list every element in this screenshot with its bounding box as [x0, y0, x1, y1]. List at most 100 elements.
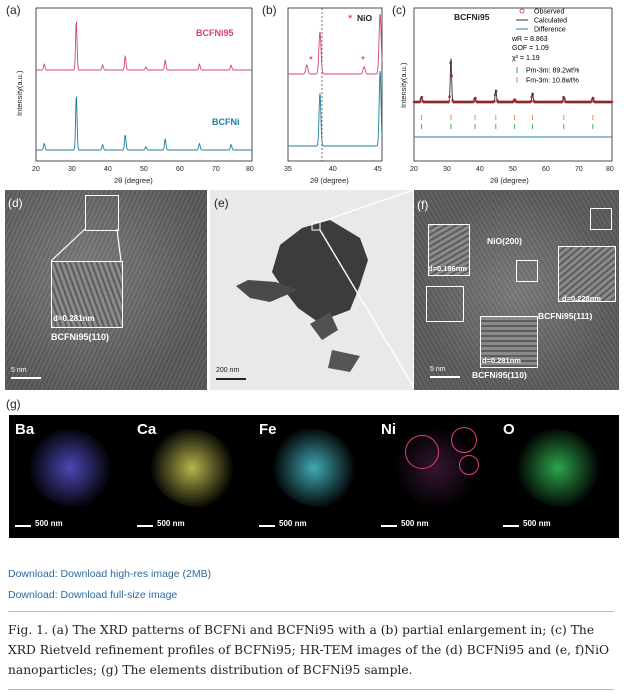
- stat-gof: GOF = 1.09: [512, 45, 549, 52]
- eds-element-label: Ca: [137, 421, 157, 438]
- xtick-a-3: 50: [140, 166, 148, 173]
- ni-particle-circle: [405, 435, 439, 469]
- series-a-bcfni95: [36, 21, 252, 71]
- eds-scale-bar: [259, 525, 275, 527]
- download-full-size-link[interactable]: Download: Download full-size image: [8, 589, 178, 601]
- nio-peak-star-1: *: [309, 55, 313, 66]
- eds-element-label: O: [503, 421, 515, 438]
- panel-label-a: (a): [6, 3, 21, 17]
- xtick-a-6: 80: [246, 166, 254, 173]
- eds-scale-label: 500 nm: [401, 519, 429, 528]
- eds-element-label: Ba: [15, 421, 35, 438]
- xtick-a-1: 30: [68, 166, 76, 173]
- legend-star-icon: *: [348, 13, 353, 25]
- panel-label-f: (f): [417, 198, 429, 212]
- xtick-a-2: 40: [104, 166, 112, 173]
- eds-map-fe: Fe 500 nm: [253, 415, 373, 538]
- panel-label-d: (d): [8, 196, 23, 210]
- series-label-bcfni: BCFNi: [212, 117, 240, 127]
- series-line-bcfni95: [36, 21, 252, 71]
- ni-particle-circle: [451, 427, 477, 453]
- series-b-bcfni: [288, 70, 383, 147]
- plane-d: BCFNi95(110): [51, 332, 110, 342]
- eds-scale-bar: [15, 525, 31, 527]
- eds-scale-label: 500 nm: [35, 519, 63, 528]
- legend-observed: Observed: [534, 9, 564, 16]
- scale-d: 5 nm: [11, 367, 27, 374]
- eds-map-ba: Ba 500 nm: [9, 415, 129, 538]
- legend-nio: NiO: [357, 13, 373, 23]
- phase-pm3m: Pm-3m: 89.2wt%: [526, 68, 579, 75]
- xtick-c-0: 20: [410, 166, 418, 173]
- xtick-c-5: 70: [575, 166, 583, 173]
- xtick-a-0: 20: [32, 166, 40, 173]
- eds-scale-bar: [503, 525, 519, 527]
- bragg-tick-marks: [421, 115, 594, 129]
- legend-observed-marker: [519, 8, 525, 14]
- series-b-line-1: [288, 13, 383, 75]
- eds-scale-label: 500 nm: [157, 519, 185, 528]
- eds-map-ni: Ni 500 nm: [375, 415, 495, 538]
- scale-bar-d: [11, 377, 41, 379]
- xrd-chart-c: Intensity(a.u.) BCFNi95 Observed Calcula…: [399, 7, 614, 185]
- eds-scale-bar: [381, 525, 397, 527]
- zoom-box-small: [85, 195, 119, 231]
- figure-caption: Fig. 1. (a) The XRD patterns of BCFNi an…: [8, 623, 610, 677]
- ylabel-a: Intensity(a.u.): [15, 70, 24, 116]
- xtick-c-6: 80: [606, 166, 614, 173]
- xtick-c-3: 50: [509, 166, 517, 173]
- eds-scale-bar: [137, 525, 153, 527]
- inset-nio: [428, 224, 470, 276]
- zoom-inset-d: [51, 261, 123, 328]
- xtick-c-2: 40: [476, 166, 484, 173]
- title-c: BCFNi95: [454, 12, 490, 22]
- xtick-c-1: 30: [443, 166, 451, 173]
- series-a-bcfni: [36, 96, 252, 151]
- scale-bar-f: [430, 376, 460, 378]
- series-b-bcfni95: [288, 13, 383, 75]
- scale-e: 200 nm: [216, 367, 240, 374]
- inset-110: [480, 316, 538, 368]
- panel-label-c: (c): [392, 3, 406, 17]
- scale-f: 5 nm: [430, 366, 446, 373]
- eds-scale-label: 500 nm: [523, 519, 551, 528]
- label-nio200: NiO(200): [487, 236, 522, 246]
- xtick-c-4: 60: [542, 166, 550, 173]
- xlabel-a: 2θ (degree): [114, 176, 153, 185]
- eds-element-label: Ni: [381, 421, 396, 438]
- phase-fm3m: Fm-3m: 10.8wt%: [526, 78, 579, 85]
- eds-map-strip: Ba 500 nm Ca 500 nm Fe 500 nm Ni 500 nm O 500 nm: [9, 415, 619, 538]
- d-spacing-d: d=0.281nm: [53, 314, 95, 323]
- legend-c: Observed Calculated Difference wR = 8.86…: [511, 9, 579, 85]
- tem-image-e: (e) 200 nm: [210, 190, 413, 390]
- panel-label-b: (b): [262, 3, 277, 17]
- series-line-bcfni: [36, 96, 252, 151]
- xlabel-b: 2θ (degree): [310, 176, 349, 185]
- d-spacing-nio: d=0.196nm: [428, 264, 467, 273]
- label-bcfni95-111: BCFNi95(111): [538, 311, 593, 321]
- panel-label-g: (g): [6, 397, 21, 411]
- series-b-line-2: [288, 70, 383, 147]
- xtick-a-4: 60: [176, 166, 184, 173]
- ni-particle-circle: [459, 455, 479, 475]
- legend-calculated: Calculated: [534, 18, 567, 25]
- xticks-a: 20 30 40 50 60 70 80: [32, 166, 254, 173]
- stat-chi2: χ² = 1.19: [512, 55, 540, 62]
- tem-image-f: (f) NiO(200) d=0.196nm d=0.228nm BCFNi95…: [414, 190, 619, 390]
- download-high-res-link[interactable]: Download: Download high-res image (2MB): [8, 568, 212, 580]
- calculated-line: [414, 58, 612, 103]
- legend-difference: Difference: [534, 27, 566, 34]
- xrd-chart-b: * NiO * * 35 40 45 2θ (degree): [284, 7, 383, 185]
- label-bcfni95-110: BCFNi95(110): [472, 370, 527, 380]
- ylabel-c: Intensity(a.u.): [399, 62, 408, 108]
- nio-peak-star-2: *: [361, 55, 365, 66]
- tem-image-d: (d) d=0.281nm BCFNi95(110) 5 nm: [5, 190, 207, 390]
- xtick-a-5: 70: [212, 166, 220, 173]
- d-spacing-111: d=0.228nm: [562, 294, 601, 303]
- xtick-b-0: 35: [284, 166, 292, 173]
- panel-label-e: (e): [214, 196, 229, 210]
- xrd-chart-a: Intensity(a.u.) 20 30 40 50 60 70 80 2θ …: [15, 7, 254, 185]
- inset-111: [558, 246, 616, 302]
- xtick-b-1: 40: [329, 166, 337, 173]
- xtick-b-2: 45: [374, 166, 382, 173]
